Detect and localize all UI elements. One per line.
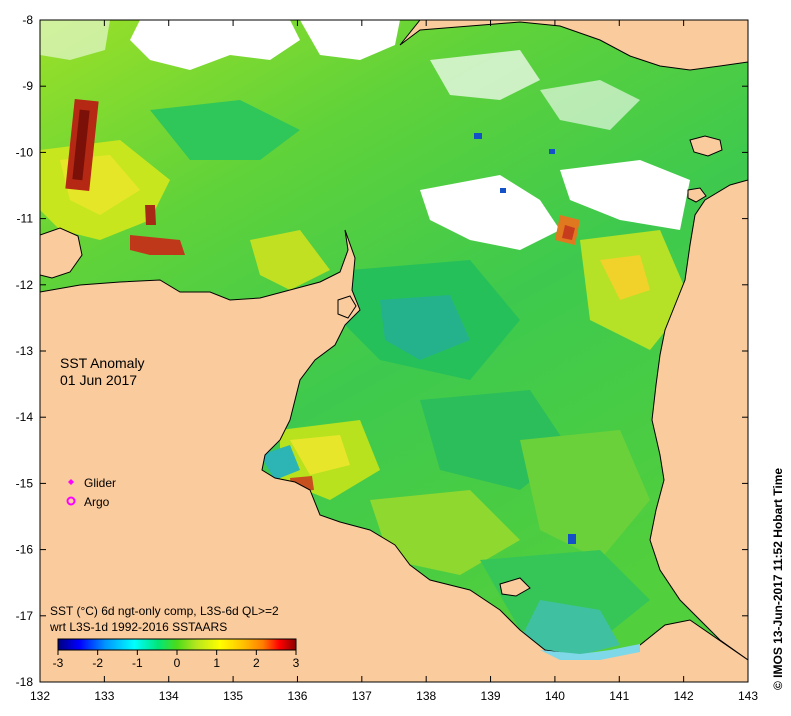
colorbar-ticks: -3 -2 -1 0 1 2 3: [53, 650, 300, 670]
x-tick-label: 138: [416, 689, 436, 703]
warm-anomaly-streaks: [65, 98, 314, 492]
y-tick-label: -15: [16, 476, 34, 490]
colorbar-tick-label: 0: [174, 656, 181, 670]
x-tick-label: 133: [94, 689, 114, 703]
x-tick-label: 142: [674, 689, 694, 703]
y-tick-label: -16: [16, 543, 34, 557]
land-groote-eylandt: [337, 295, 357, 319]
map-title: SST Anomaly: [60, 355, 145, 371]
anomaly-patches: [40, 100, 690, 660]
y-axis: -8-9-10-11-12-13-14-15-16-17-18: [16, 13, 748, 689]
y-tick-label: -18: [16, 675, 34, 689]
colorbar-tick-label: -3: [53, 656, 64, 670]
no-data-patches: [40, 20, 690, 250]
product-description-line2: wrt L3S-1d 1992-2016 SSTAARS: [49, 620, 227, 634]
land-islands-northeast: [689, 135, 723, 157]
colorbar-ramp: [57, 638, 297, 651]
argo-label: Argo: [84, 495, 110, 509]
colorbar-tick-label: -1: [132, 656, 143, 670]
marker-legend: Glider Argo: [66, 476, 116, 509]
y-tick-label: -14: [16, 410, 34, 424]
colorbar-tick-label: 1: [213, 656, 220, 670]
land-cape-york: [649, 179, 748, 661]
y-tick-label: -9: [22, 79, 33, 93]
land-torres-islands: [687, 187, 707, 203]
x-tick-label: 136: [287, 689, 307, 703]
y-tick-label: -12: [16, 278, 34, 292]
x-tick-label: 132: [30, 689, 50, 703]
colorbar-tick-label: 2: [253, 656, 260, 670]
y-tick-label: -13: [16, 344, 34, 358]
glider-label: Glider: [84, 476, 116, 490]
x-tick-label: 140: [545, 689, 565, 703]
x-tick-label: 135: [223, 689, 243, 703]
land-mornington-island: [499, 577, 531, 597]
coastal-cool-fringe: [540, 644, 640, 660]
land-new-guinea: [399, 20, 748, 71]
x-tick-label: 141: [609, 689, 629, 703]
cool-anomaly-spots: [474, 133, 576, 544]
product-description-line1: SST (°C) 6d ngt-only comp, L3S-6d QL>=2: [50, 604, 279, 618]
argo-marker-icon: [66, 496, 76, 506]
land-tiwi-islands: [40, 227, 83, 279]
x-axis: 132 133 134 135 136 137 138 139 140 141 142 143: [30, 20, 758, 703]
map-date: 01 Jun 2017: [60, 372, 137, 388]
glider-marker-icon: [68, 479, 74, 485]
x-tick-label: 134: [159, 689, 179, 703]
y-tick-label: -10: [16, 145, 34, 159]
y-tick-label: -17: [16, 609, 34, 623]
colorbar-tick-label: -2: [92, 656, 103, 670]
colorbar: -3 -2 -1 0 1 2 3: [53, 638, 300, 670]
imos-credit: © IMOS 13-Jun-2017 11:52 Hobart Time: [771, 468, 785, 690]
y-tick-label: -11: [17, 212, 34, 226]
map-plot-area: [40, 20, 748, 682]
x-tick-label: 137: [352, 689, 372, 703]
colorbar-tick-label: 3: [293, 656, 300, 670]
land-masses: [40, 20, 748, 682]
y-tick-label: -8: [22, 13, 33, 27]
x-tick-label: 143: [738, 689, 758, 703]
x-tick-label: 139: [481, 689, 501, 703]
